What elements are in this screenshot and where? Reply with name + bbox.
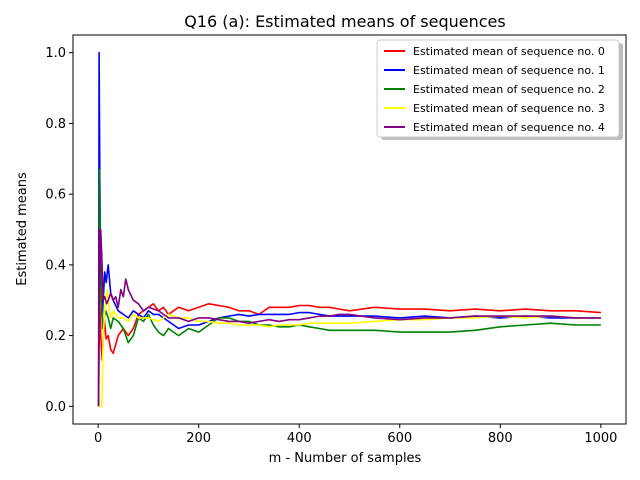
y-tick-label: 0.0	[45, 400, 66, 415]
x-axis: 0 200 400 600 800 1000	[94, 424, 617, 446]
legend-label-1: Estimated mean of sequence no. 1	[413, 64, 605, 77]
x-axis-title: m - Number of samples	[269, 451, 422, 466]
legend: Estimated mean of sequence no. 0 Estimate…	[376, 39, 623, 140]
plot-area	[97, 51, 601, 408]
legend-label-2: Estimated mean of sequence no. 2	[413, 83, 605, 96]
y-tick-label: 0.8	[45, 117, 66, 132]
x-tick-label: 400	[287, 431, 312, 446]
legend-box	[376, 39, 620, 138]
y-axis: 0.0 0.2 0.4 0.6 0.8 1.0	[45, 46, 73, 415]
legend-label-3: Estimated mean of sequence no. 3	[413, 102, 605, 115]
y-tick-label: 0.4	[45, 258, 66, 273]
x-tick-label: 0	[94, 431, 102, 446]
legend-label-4: Estimated mean of sequence no. 4	[413, 121, 605, 134]
series-line-3	[98, 288, 601, 408]
x-tick-label: 1000	[584, 431, 617, 446]
x-tick-label: 200	[186, 431, 211, 446]
series-line-2	[97, 168, 601, 407]
y-tick-label: 1.0	[45, 46, 66, 61]
x-tick-label: 800	[488, 431, 513, 446]
legend-label-0: Estimated mean of sequence no. 0	[413, 45, 605, 58]
series-line-4	[97, 228, 601, 407]
x-tick-label: 600	[387, 431, 412, 446]
y-tick-label: 0.2	[45, 329, 66, 344]
axes-frame	[72, 34, 627, 425]
y-tick-label: 0.6	[45, 188, 66, 203]
series-line-0	[97, 288, 601, 407]
y-axis-title: Estimated means	[15, 172, 30, 286]
chart-title: Q16 (a): Estimated means of sequences	[184, 12, 505, 31]
